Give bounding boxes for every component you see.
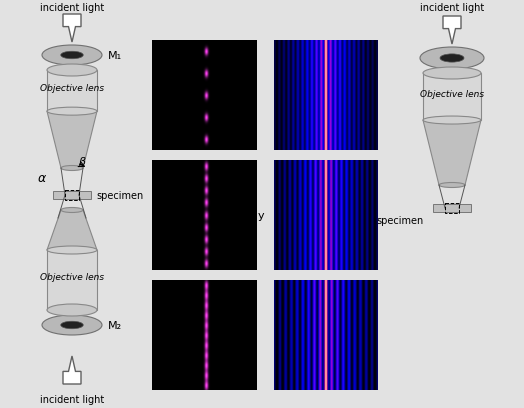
Text: y: y (258, 211, 265, 221)
Polygon shape (443, 16, 461, 44)
Text: M₂: M₂ (108, 321, 122, 331)
Text: specimen: specimen (96, 191, 143, 201)
Ellipse shape (423, 67, 481, 79)
Text: α: α (38, 171, 46, 184)
Ellipse shape (47, 246, 97, 254)
Polygon shape (423, 73, 481, 120)
Text: M₁: M₁ (108, 51, 122, 61)
Text: specimen: specimen (377, 216, 424, 226)
Ellipse shape (61, 321, 83, 329)
Polygon shape (47, 70, 97, 111)
Polygon shape (433, 204, 471, 212)
Ellipse shape (42, 45, 102, 65)
Ellipse shape (47, 64, 97, 76)
Text: incident light: incident light (420, 3, 484, 13)
Ellipse shape (440, 54, 464, 62)
Bar (65, 190, 79, 200)
Polygon shape (423, 120, 481, 185)
Bar (445, 203, 459, 213)
Text: Objective lens: Objective lens (40, 84, 104, 93)
Polygon shape (63, 356, 81, 384)
Text: Objective lens: Objective lens (40, 273, 104, 282)
Text: Objective lens: Objective lens (420, 90, 484, 99)
Text: β: β (78, 157, 85, 167)
Ellipse shape (420, 47, 484, 69)
Polygon shape (47, 250, 97, 310)
Text: incident light: incident light (40, 3, 104, 13)
Polygon shape (53, 191, 91, 199)
Text: incident light: incident light (40, 395, 104, 405)
Ellipse shape (423, 116, 481, 124)
Ellipse shape (47, 304, 97, 316)
Ellipse shape (61, 208, 83, 213)
Ellipse shape (47, 107, 97, 115)
Ellipse shape (61, 166, 83, 171)
Ellipse shape (42, 315, 102, 335)
Text: z: z (223, 177, 229, 187)
Ellipse shape (61, 51, 83, 59)
Polygon shape (47, 111, 97, 168)
Ellipse shape (439, 182, 465, 188)
Polygon shape (47, 210, 97, 250)
Polygon shape (63, 14, 81, 42)
